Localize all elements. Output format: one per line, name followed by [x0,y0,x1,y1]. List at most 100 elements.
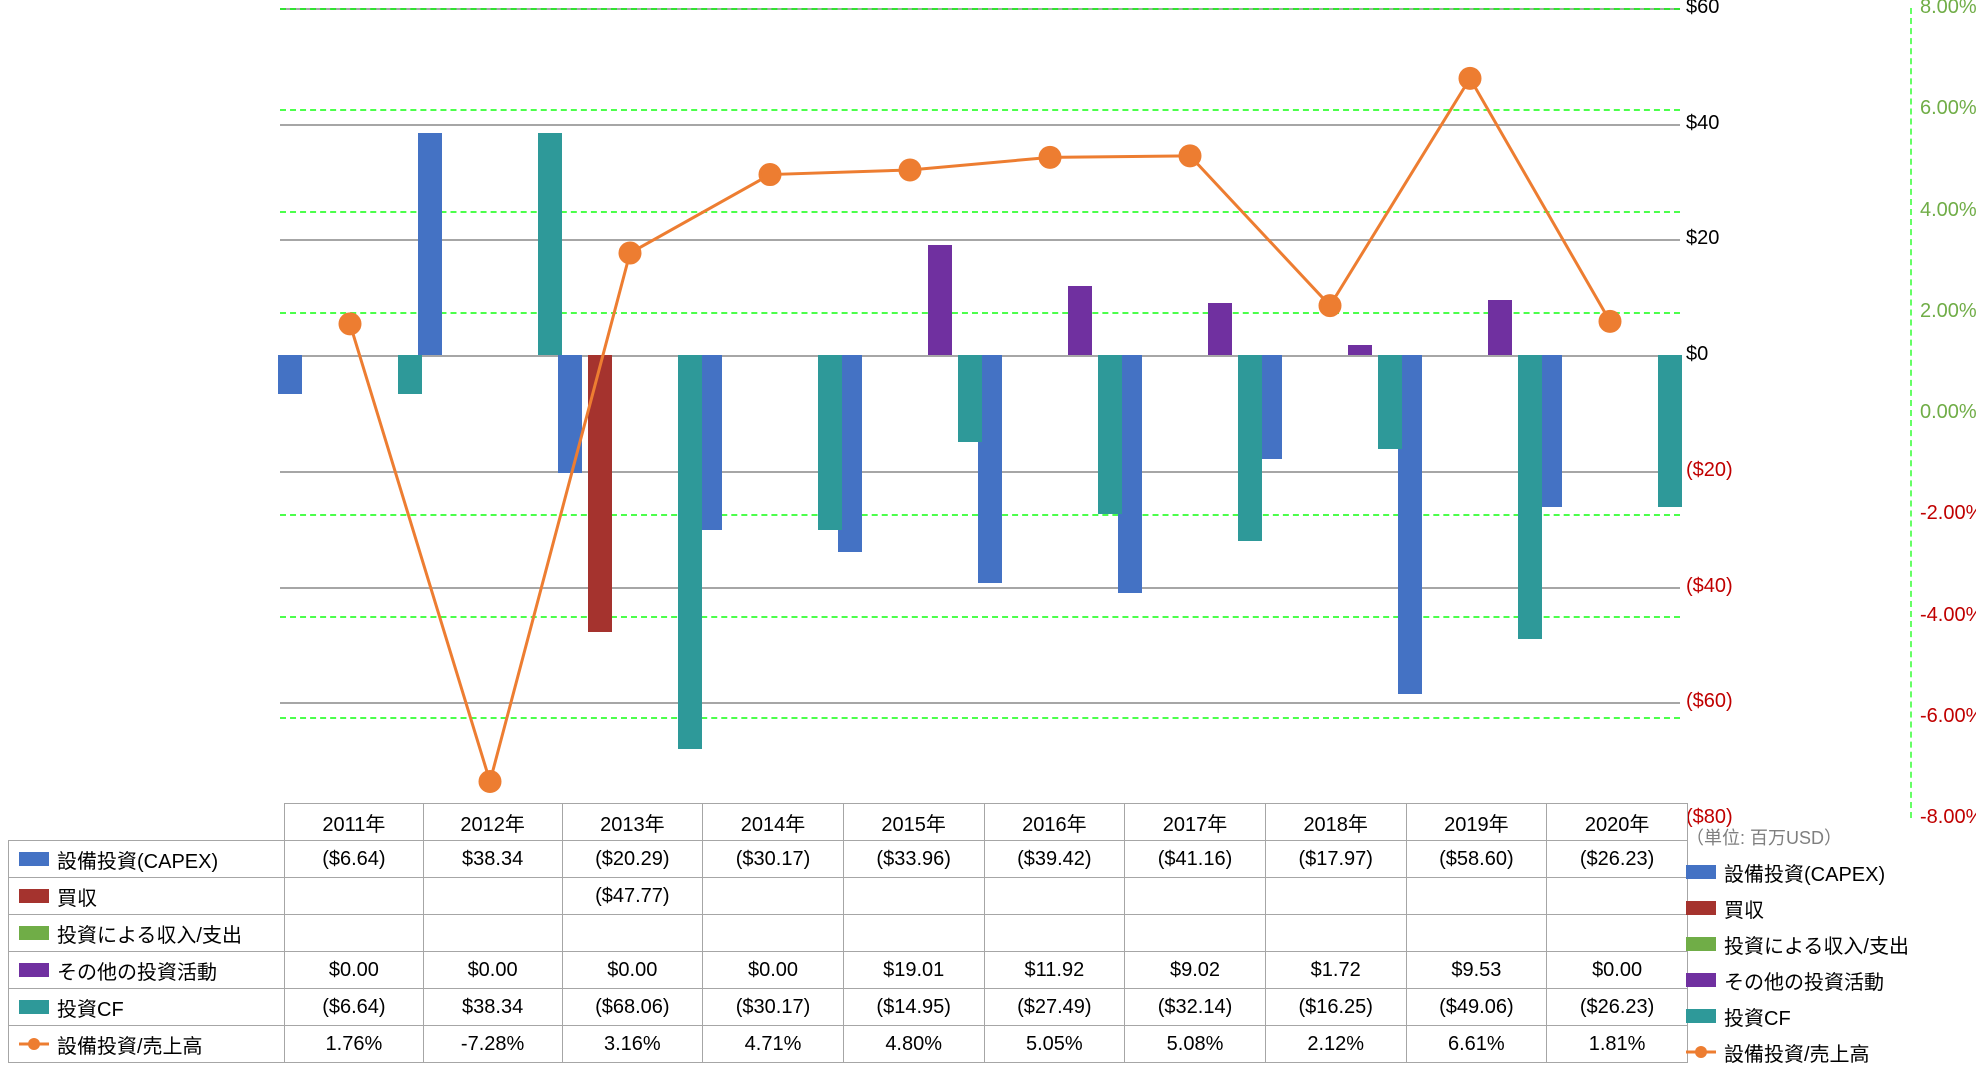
legend-swatch [19,963,49,977]
table-cell [843,878,984,915]
table-cell: $11.92 [984,952,1125,989]
table-row: 設備投資/売上高1.76%-7.28%3.16%4.71%4.80%5.05%5… [9,1026,1688,1063]
table-corner [9,804,285,841]
table-cell [1547,878,1688,915]
table-cell: ($27.49) [984,989,1125,1026]
legend-label: 投資CF [1724,1002,1791,1031]
table-cell [984,915,1125,952]
table-cell [703,915,844,952]
table-cell [1265,878,1406,915]
primary-y-tick: ($20) [1686,459,1733,482]
table-cell: $0.00 [703,952,844,989]
table-cell: $38.34 [423,841,562,878]
legend-label: 買収 [1724,894,1764,923]
table-cell: $0.00 [285,952,424,989]
table-cell: ($33.96) [843,841,984,878]
secondary-y-tick: -8.00% [1920,806,1976,829]
table-cell: ($20.29) [562,841,703,878]
table-year-header: 2018年 [1265,804,1406,841]
table-row-header: 買収 [9,878,285,915]
right-legend-row: 設備投資(CAPEX) [1686,854,1968,890]
legend-swatch [19,1037,49,1051]
primary-y-tick: $60 [1686,0,1719,19]
table-cell: ($39.42) [984,841,1125,878]
table-cell: $38.34 [423,989,562,1026]
chart-plot [280,8,1680,818]
legend-swatch [19,889,49,903]
table-cell [984,878,1125,915]
legend-swatch [19,1000,49,1014]
legend-swatch [19,852,49,866]
table-cell: 1.76% [285,1026,424,1063]
table-row: その他の投資活動$0.00$0.00$0.00$0.00$19.01$11.92… [9,952,1688,989]
table-cell: ($47.77) [562,878,703,915]
table-row: 買収 ($47.77) [9,878,1688,915]
table-cell [423,915,562,952]
table-cell: ($68.06) [562,989,703,1026]
table-year-header: 2012年 [423,804,562,841]
table-row: 投資CF($6.64)$38.34($68.06)($30.17)($14.95… [9,989,1688,1026]
legend-swatch [1686,865,1716,879]
table-cell: ($41.16) [1125,841,1266,878]
right-legend-row: 投資による収入/支出 [1686,926,1968,962]
table-cell [285,878,424,915]
table-cell: 4.80% [843,1026,984,1063]
table-cell: ($6.64) [285,841,424,878]
table-year-header: 2019年 [1406,804,1547,841]
legend-label: 設備投資/売上高 [57,1030,203,1059]
primary-y-tick: $0 [1686,343,1708,366]
secondary-y-tick: -4.00% [1920,604,1976,627]
table-row-header: その他の投資活動 [9,952,285,989]
table-year-header: 2017年 [1125,804,1266,841]
legend-swatch [1686,973,1716,987]
table-cell: $9.53 [1406,952,1547,989]
table-cell [1265,915,1406,952]
legend-swatch [1686,1045,1716,1059]
line-marker [480,772,500,792]
line-marker [1180,146,1200,166]
line-marker [1460,68,1480,88]
legend-swatch [1686,1009,1716,1023]
line-series-svg [280,8,1680,818]
legend-label: その他の投資活動 [1724,966,1884,995]
secondary-y-tick: 6.00% [1920,97,1976,120]
data-table-element: 2011年2012年2013年2014年2015年2016年2017年2018年… [8,803,1688,1063]
table-cell: $19.01 [843,952,984,989]
table-year-header: 2013年 [562,804,703,841]
table-cell: $0.00 [562,952,703,989]
line-marker [900,160,920,180]
table-cell [285,915,424,952]
table-cell: -7.28% [423,1026,562,1063]
line-marker [340,314,360,334]
legend-label: 投資による収入/支出 [57,919,242,948]
table-cell: ($32.14) [1125,989,1266,1026]
legend-swatch [1686,901,1716,915]
table-cell [1125,878,1266,915]
legend-swatch [19,926,49,940]
table-cell: ($26.23) [1547,841,1688,878]
right-legend-row: 買収 [1686,890,1968,926]
table-year-header: 2011年 [285,804,424,841]
table-cell: ($30.17) [703,989,844,1026]
table-row-header: 設備投資/売上高 [9,1026,285,1063]
table-cell [1125,915,1266,952]
table-cell: $9.02 [1125,952,1266,989]
legend-label: 設備投資(CAPEX) [57,845,218,874]
legend-label: 買収 [57,882,97,911]
table-year-header: 2014年 [703,804,844,841]
table-year-header: 2020年 [1547,804,1688,841]
table-row-header: 投資による収入/支出 [9,915,285,952]
table-cell [1406,878,1547,915]
secondary-y-tick: -6.00% [1920,705,1976,728]
table-cell: ($58.60) [1406,841,1547,878]
table-year-header: 2016年 [984,804,1125,841]
table-cell: $1.72 [1265,952,1406,989]
unit-label: （単位: 百万USD） [1686,824,1842,850]
table-cell [423,878,562,915]
secondary-y-tick: 0.00% [1920,401,1976,424]
line-ratio [350,78,1610,781]
table-cell: ($6.64) [285,989,424,1026]
line-marker [1040,147,1060,167]
table-cell: 5.08% [1125,1026,1266,1063]
table-cell [703,878,844,915]
